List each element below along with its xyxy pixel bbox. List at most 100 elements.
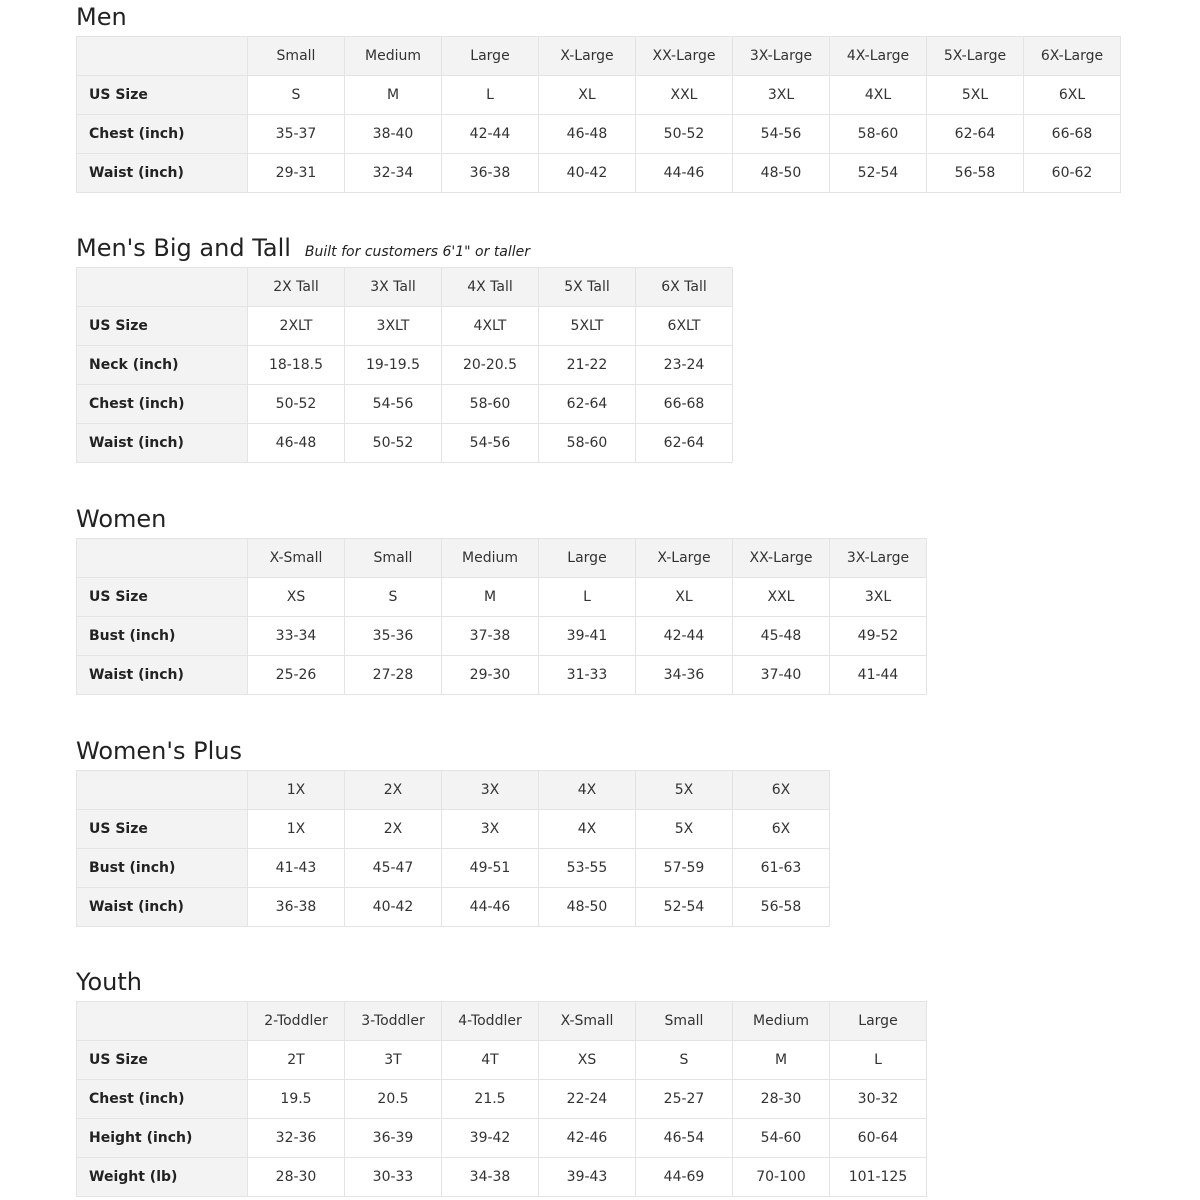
row-label: Waist (inch)	[76, 153, 248, 193]
section-title-text: Men's Big and Tall	[76, 234, 291, 262]
table-cell: 2X	[344, 809, 442, 849]
section-title: Women's Plus	[76, 736, 830, 766]
column-header: 4X Tall	[441, 267, 539, 307]
row-label: Weight (lb)	[76, 1157, 248, 1197]
table-cell: 61-63	[732, 848, 830, 888]
table-cell: S	[344, 577, 442, 617]
size-section: Women's Plus 1X 2X 3X 4X 5X 6X US Size 1X 2X 3X 4X…	[76, 736, 830, 927]
table-cell: 54-60	[732, 1118, 830, 1158]
table-cell: L	[829, 1040, 927, 1080]
size-section: Men Small Medium Large X-Large XX-Large 3X-La…	[76, 2, 1121, 193]
table-cell: 57-59	[635, 848, 733, 888]
table-cell: 28-30	[732, 1079, 830, 1119]
table-cell: 62-64	[538, 384, 636, 424]
section-note: Built for customers 6'1" or taller	[304, 244, 531, 260]
table-cell: 41-44	[829, 655, 927, 695]
table-cell: 41-43	[247, 848, 345, 888]
size-table: Small Medium Large X-Large XX-Large 3X-Large 4…	[76, 36, 1121, 193]
table-cell: 19.5	[247, 1079, 345, 1119]
row-label: Chest (inch)	[76, 114, 248, 154]
table-cell: 29-30	[441, 655, 539, 695]
table-row: Waist (inch) 36-38 40-42 44-46 48-50 52-54 56-…	[76, 887, 830, 927]
column-header: 4-Toddler	[441, 1001, 539, 1041]
table-cell: XS	[538, 1040, 636, 1080]
column-header: Small	[635, 1001, 733, 1041]
table-cell: 66-68	[1023, 114, 1121, 154]
section-title-text: Women's Plus	[76, 737, 242, 765]
table-cell: S	[635, 1040, 733, 1080]
table-cell: 20.5	[344, 1079, 442, 1119]
row-label: Neck (inch)	[76, 345, 248, 385]
header-row: 1X 2X 3X 4X 5X 6X	[76, 770, 830, 810]
row-label: US Size	[76, 577, 248, 617]
row-label: US Size	[76, 75, 248, 115]
corner-cell	[76, 770, 248, 810]
table-cell: 25-26	[247, 655, 345, 695]
size-section: Men's Big and Tall Built for customers 6'…	[76, 233, 733, 463]
table-cell: 2T	[247, 1040, 345, 1080]
table-cell: 33-34	[247, 616, 345, 656]
row-label: US Size	[76, 1040, 248, 1080]
table-row: US Size 1X 2X 3X 4X 5X 6X	[76, 809, 830, 849]
table-cell: 54-56	[344, 384, 442, 424]
column-header: 3X-Large	[732, 36, 830, 76]
row-label: Chest (inch)	[76, 1079, 248, 1119]
table-cell: 3XL	[829, 577, 927, 617]
table-cell: L	[441, 75, 539, 115]
column-header: X-Large	[635, 538, 733, 578]
table-cell: 22-24	[538, 1079, 636, 1119]
table-cell: 42-44	[635, 616, 733, 656]
table-cell: 45-48	[732, 616, 830, 656]
table-cell: S	[247, 75, 345, 115]
table-cell: 50-52	[247, 384, 345, 424]
table-cell: 37-40	[732, 655, 830, 695]
table-row: Bust (inch) 33-34 35-36 37-38 39-41 42-44 45-4…	[76, 616, 927, 656]
size-table: X-Small Small Medium Large X-Large XX-Large 3X…	[76, 538, 927, 695]
column-header: X-Small	[247, 538, 345, 578]
table-cell: 21.5	[441, 1079, 539, 1119]
table-cell: 62-64	[926, 114, 1024, 154]
table-cell: 70-100	[732, 1157, 830, 1197]
row-label: Bust (inch)	[76, 616, 248, 656]
table-cell: 37-38	[441, 616, 539, 656]
row-label: Waist (inch)	[76, 423, 248, 463]
table-cell: XL	[635, 577, 733, 617]
table-cell: 39-42	[441, 1118, 539, 1158]
table-cell: 52-54	[829, 153, 927, 193]
table-cell: 28-30	[247, 1157, 345, 1197]
table-row: Bust (inch) 41-43 45-47 49-51 53-55 57-59 61-6…	[76, 848, 830, 888]
table-cell: 27-28	[344, 655, 442, 695]
table-cell: 40-42	[344, 887, 442, 927]
table-cell: 6XL	[1023, 75, 1121, 115]
table-cell: 29-31	[247, 153, 345, 193]
column-header: 4X	[538, 770, 636, 810]
table-cell: 56-58	[732, 887, 830, 927]
column-header: Medium	[441, 538, 539, 578]
table-cell: 46-48	[247, 423, 345, 463]
column-header: 3X-Large	[829, 538, 927, 578]
table-cell: 5XL	[926, 75, 1024, 115]
table-row: US Size 2XLT 3XLT 4XLT 5XLT 6XLT	[76, 306, 733, 346]
header-row: 2X Tall 3X Tall 4X Tall 5X Tall 6X Tall	[76, 267, 733, 307]
table-row: Chest (inch) 35-37 38-40 42-44 46-48 50-52 54-…	[76, 114, 1121, 154]
table-cell: 49-51	[441, 848, 539, 888]
column-header: X-Small	[538, 1001, 636, 1041]
table-row: US Size 2T 3T 4T XS S M L	[76, 1040, 927, 1080]
column-header: 4X-Large	[829, 36, 927, 76]
table-cell: 46-54	[635, 1118, 733, 1158]
corner-cell	[76, 1001, 248, 1041]
column-header: 3X Tall	[344, 267, 442, 307]
table-cell: 18-18.5	[247, 345, 345, 385]
table-cell: 20-20.5	[441, 345, 539, 385]
table-cell: 4T	[441, 1040, 539, 1080]
table-cell: M	[441, 577, 539, 617]
column-header: 6X	[732, 770, 830, 810]
table-row: Waist (inch) 29-31 32-34 36-38 40-42 44-46 48-…	[76, 153, 1121, 193]
row-label: Height (inch)	[76, 1118, 248, 1158]
row-label: US Size	[76, 809, 248, 849]
size-section: Women X-Small Small Medium Large X-Large XX-L…	[76, 504, 927, 695]
size-table: 1X 2X 3X 4X 5X 6X US Size 1X 2X 3X 4X 5X 6X Bust (inc…	[76, 770, 830, 927]
table-cell: 60-62	[1023, 153, 1121, 193]
column-header: 2-Toddler	[247, 1001, 345, 1041]
table-row: Weight (lb) 28-30 30-33 34-38 39-43 44-69 70-1…	[76, 1157, 927, 1197]
